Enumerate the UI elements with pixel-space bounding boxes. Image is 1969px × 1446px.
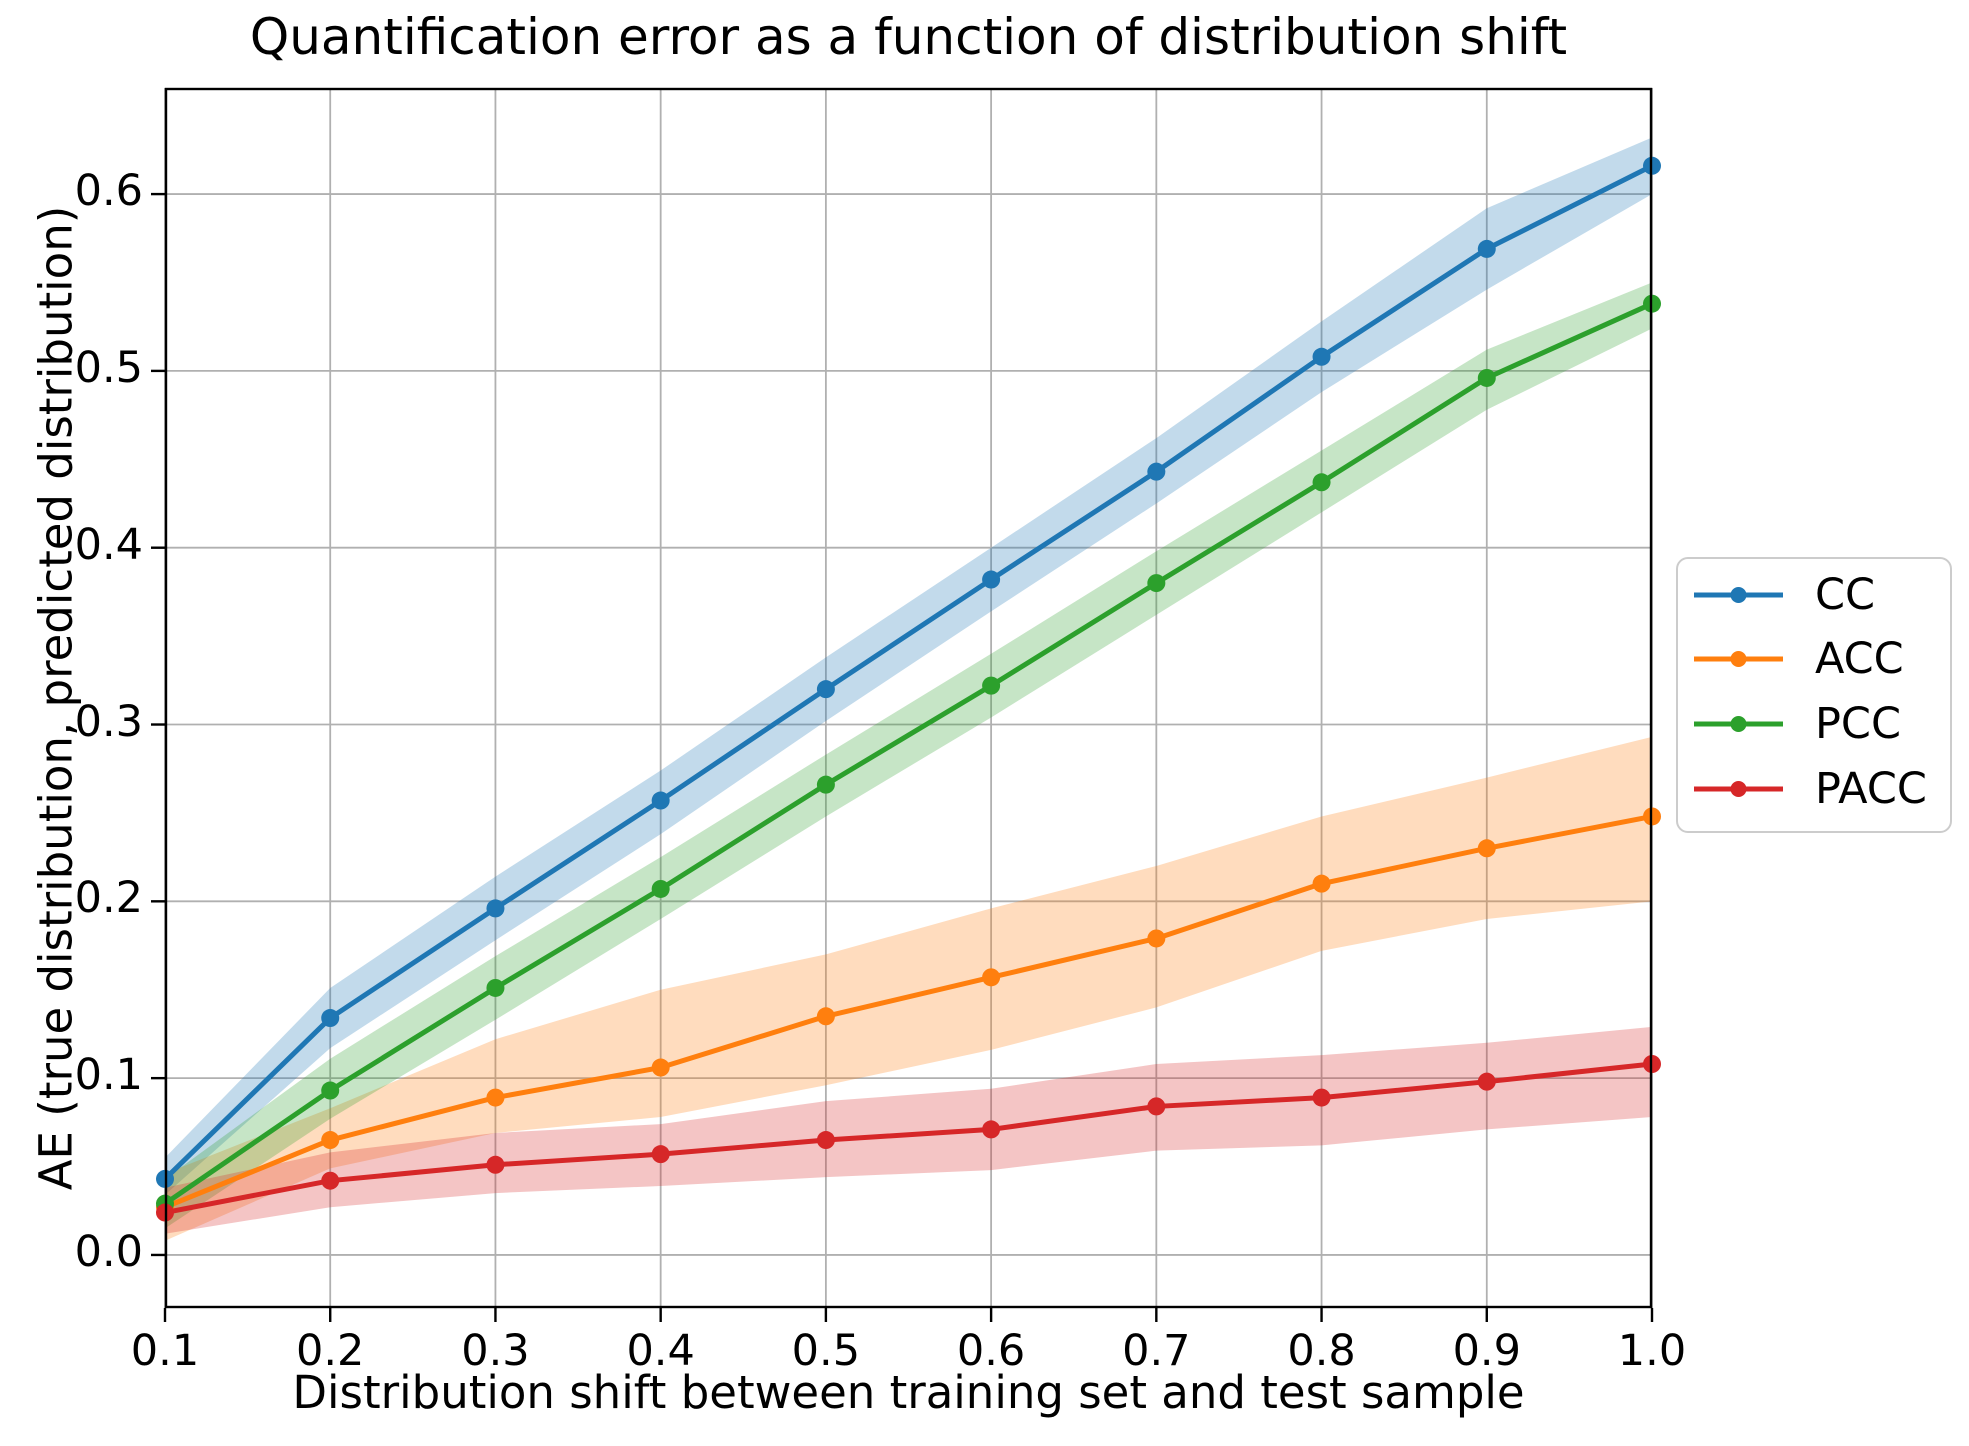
series-line-pcc	[162, 301, 1655, 1207]
data-point-pacc	[982, 1120, 1001, 1139]
y-tick-label: 0.4	[74, 519, 143, 570]
plot-area	[151, 87, 1661, 1322]
legend-label: CC	[1815, 570, 1876, 620]
data-point-pcc	[321, 1081, 340, 1100]
y-tick-label: 0.0	[74, 1226, 143, 1277]
data-point-pacc	[1147, 1097, 1166, 1116]
x-tick-label: 0.1	[130, 1326, 200, 1376]
x-tick-label: 0.7	[1122, 1326, 1191, 1376]
series-line-cc	[162, 163, 1655, 1182]
data-point-pcc	[1147, 574, 1166, 593]
confidence-band-pacc	[165, 1026, 1652, 1234]
data-point-cc	[1312, 347, 1331, 366]
data-point-acc	[1312, 874, 1331, 893]
y-tick-label: 0.3	[74, 696, 143, 747]
x-tick-label: 0.8	[1287, 1326, 1356, 1376]
confidence-band-acc	[165, 736, 1652, 1241]
data-point-pcc	[982, 676, 1001, 695]
y-tick-label: 0.6	[74, 166, 143, 217]
axes-spines	[164, 87, 1653, 1309]
data-point-acc	[816, 1007, 835, 1026]
data-point-acc	[486, 1088, 505, 1107]
legend-item-cc: CC	[1678, 569, 1950, 621]
series-line-pacc	[162, 1061, 1655, 1216]
data-point-pacc	[486, 1155, 505, 1174]
legend-line-marker-icon	[1694, 587, 1783, 603]
x-tick-label: 0.5	[791, 1326, 861, 1376]
y-tick-label: 0.5	[74, 342, 143, 393]
y-tick-label: 0.1	[74, 1050, 143, 1101]
data-point-acc	[982, 968, 1001, 987]
data-point-pacc	[1477, 1072, 1496, 1091]
data-point-acc	[1147, 929, 1166, 948]
data-point-cc	[321, 1009, 340, 1028]
legend-line-marker-icon	[1694, 716, 1783, 732]
data-point-pacc	[321, 1171, 340, 1190]
data-point-cc	[486, 899, 505, 918]
data-point-acc	[321, 1131, 340, 1150]
data-point-pcc	[816, 775, 835, 794]
legend-label: PCC	[1815, 699, 1901, 749]
y-tick-label: 0.2	[74, 873, 143, 924]
legend-item-pacc: PACC	[1678, 763, 1950, 815]
legend-label: PACC	[1815, 764, 1927, 814]
data-point-cc	[1477, 239, 1496, 258]
legend-line-marker-icon	[1694, 781, 1783, 797]
data-point-acc	[1477, 839, 1496, 858]
legend-label: ACC	[1815, 634, 1904, 684]
legend-item-pcc: PCC	[1678, 698, 1950, 750]
x-tick-label: 0.3	[461, 1326, 530, 1376]
legend: CC ACC PCC PACC	[1676, 557, 1952, 833]
x-axis-label: Distribution shift between training set …	[292, 1366, 1525, 1419]
x-tick-label: 0.6	[956, 1326, 1026, 1376]
data-point-pacc	[816, 1131, 835, 1150]
data-point-cc	[1147, 462, 1166, 481]
x-tick-label: 0.4	[626, 1326, 695, 1376]
data-point-cc	[651, 791, 670, 810]
legend-item-acc: ACC	[1678, 633, 1950, 685]
series-line-acc	[162, 813, 1655, 1210]
legend-line-marker-icon	[1694, 651, 1783, 667]
data-point-cc	[982, 570, 1001, 589]
data-point-acc	[651, 1058, 670, 1077]
x-tick-label: 0.9	[1452, 1326, 1521, 1376]
x-tick-label: 1.0	[1617, 1326, 1687, 1376]
data-point-pacc	[1312, 1088, 1331, 1107]
data-point-pcc	[651, 879, 670, 898]
data-point-cc	[816, 680, 835, 699]
data-point-pcc	[1312, 473, 1331, 492]
data-point-pacc	[651, 1145, 670, 1164]
data-point-pcc	[1477, 368, 1496, 387]
x-tick-label: 0.2	[296, 1326, 365, 1376]
chart-title: Quantification error as a function of di…	[249, 8, 1568, 66]
confidence-band-pcc	[165, 282, 1652, 1229]
data-point-pcc	[486, 978, 505, 997]
confidence-band-cc	[165, 137, 1652, 1195]
